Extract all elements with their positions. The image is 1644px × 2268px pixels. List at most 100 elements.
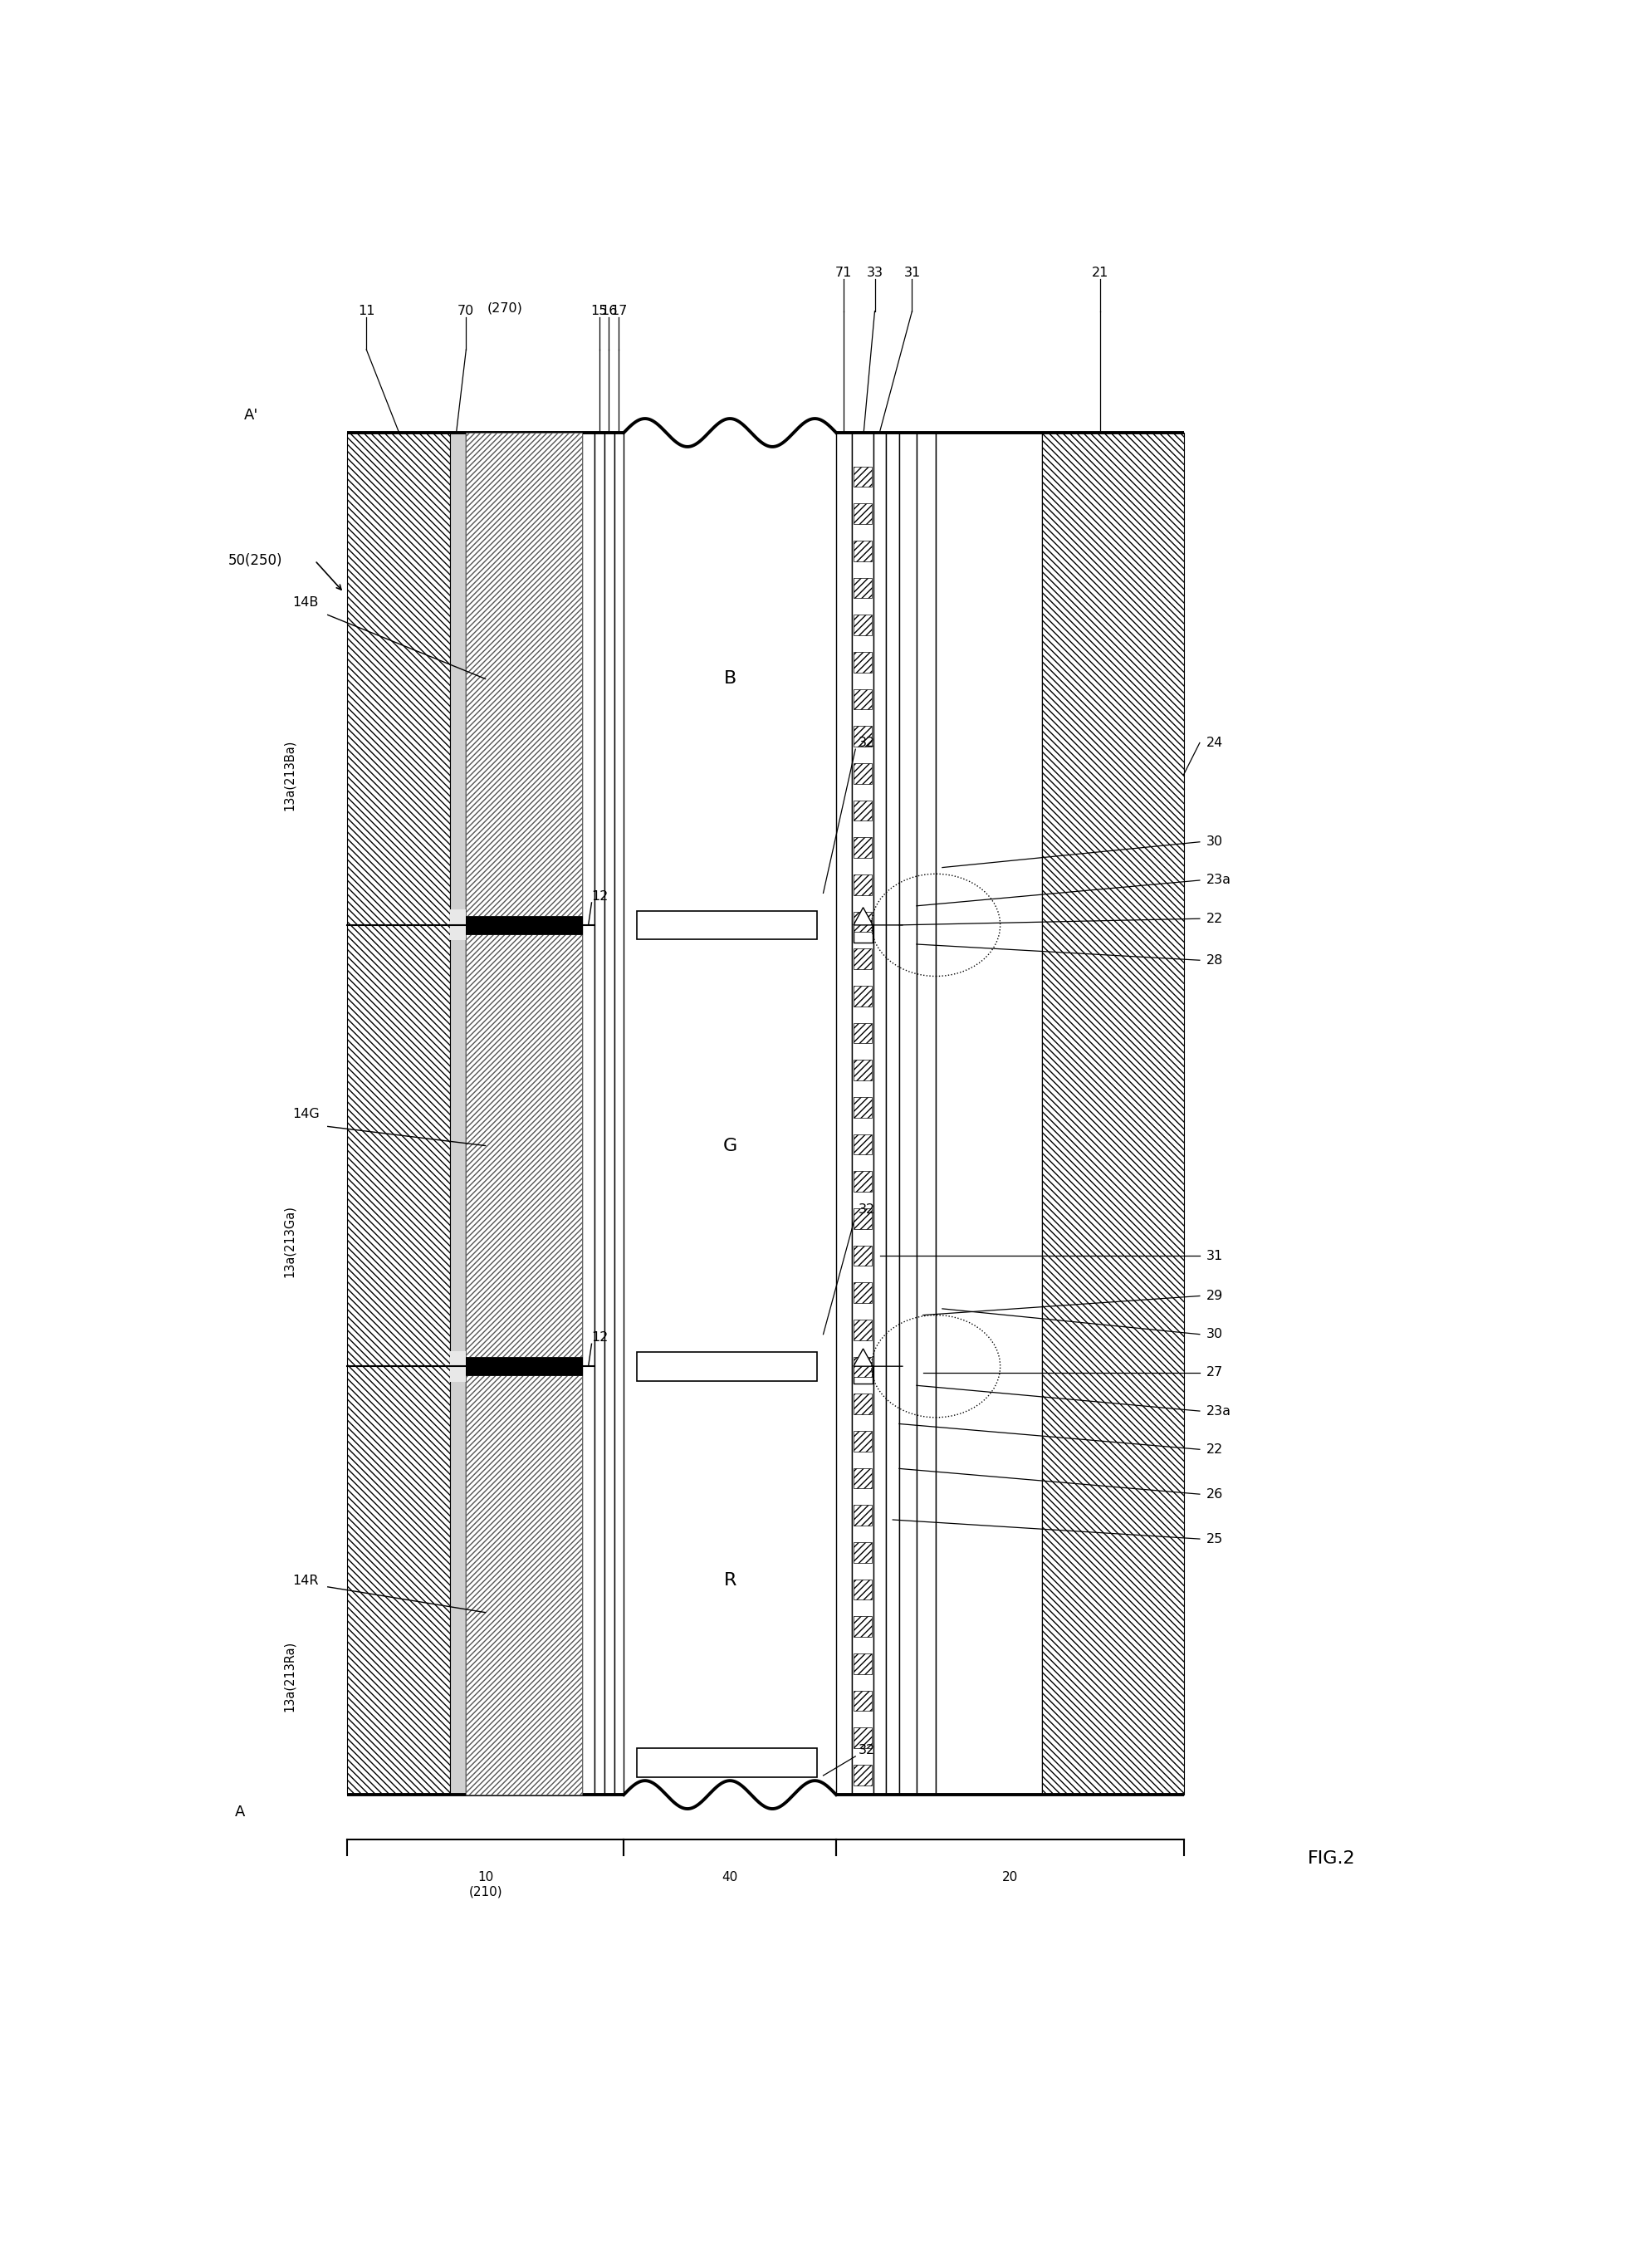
Text: 11: 11 — [358, 306, 375, 318]
Text: B: B — [723, 671, 737, 687]
Polygon shape — [853, 907, 873, 925]
Bar — [467, 916, 582, 934]
Text: 23a: 23a — [1207, 873, 1231, 887]
Text: 33: 33 — [866, 268, 883, 279]
Bar — [853, 1690, 873, 1710]
Bar — [605, 433, 615, 1794]
Text: 13a(213Ra): 13a(213Ra) — [283, 1642, 296, 1712]
Bar — [1042, 433, 1184, 1794]
Text: 31: 31 — [1207, 1250, 1223, 1263]
Bar — [636, 912, 817, 939]
Text: 17: 17 — [610, 306, 626, 318]
Bar — [899, 433, 917, 1794]
Bar — [853, 837, 873, 857]
Bar — [853, 540, 873, 560]
Bar — [853, 503, 873, 524]
Bar — [853, 925, 873, 943]
Text: 13a(213Ga): 13a(213Ga) — [283, 1207, 296, 1277]
Bar — [853, 726, 873, 746]
Bar — [853, 615, 873, 635]
Bar — [886, 433, 899, 1794]
Text: G: G — [723, 1136, 737, 1154]
Bar — [837, 433, 852, 1794]
Text: 27: 27 — [1207, 1365, 1223, 1379]
Bar — [917, 433, 935, 1794]
Bar — [853, 1023, 873, 1043]
Text: 13a(213Ba): 13a(213Ba) — [283, 739, 296, 810]
Bar — [467, 433, 582, 1794]
Text: 12: 12 — [592, 1331, 608, 1343]
Text: FIG.2: FIG.2 — [1307, 1851, 1356, 1867]
Bar — [582, 433, 595, 1794]
Bar — [853, 1356, 873, 1377]
Text: 30: 30 — [1207, 1329, 1223, 1340]
Bar — [853, 987, 873, 1007]
Bar — [467, 1374, 582, 1794]
Bar — [853, 1467, 873, 1488]
Text: 15: 15 — [590, 306, 608, 318]
Text: 20: 20 — [1001, 1871, 1018, 1885]
Bar — [853, 801, 873, 821]
Text: 25: 25 — [1207, 1533, 1223, 1545]
Text: 16: 16 — [600, 306, 618, 318]
Bar — [935, 433, 1042, 1794]
Text: 32: 32 — [858, 737, 875, 748]
Bar — [450, 1352, 467, 1381]
Bar — [450, 909, 467, 941]
Bar — [873, 433, 886, 1794]
Bar — [615, 433, 623, 1794]
Text: R: R — [723, 1572, 737, 1590]
Text: 14G: 14G — [293, 1107, 319, 1120]
Bar — [853, 578, 873, 599]
Bar — [853, 1320, 873, 1340]
Text: 71: 71 — [835, 268, 852, 279]
Text: 26: 26 — [1207, 1488, 1223, 1501]
Bar — [853, 1365, 873, 1383]
Bar — [852, 433, 873, 1794]
Text: 40: 40 — [722, 1871, 738, 1885]
Bar — [853, 1134, 873, 1154]
Text: 22: 22 — [1207, 912, 1223, 925]
Bar — [853, 1209, 873, 1229]
Bar — [595, 433, 605, 1794]
Bar — [853, 1059, 873, 1080]
Bar — [853, 1245, 873, 1266]
Bar — [853, 1728, 873, 1749]
Bar — [467, 934, 582, 1356]
Bar — [636, 1352, 817, 1381]
Bar — [853, 912, 873, 932]
Text: 30: 30 — [1207, 835, 1223, 848]
Text: (270): (270) — [487, 302, 523, 315]
Bar — [853, 1098, 873, 1118]
Bar — [853, 1653, 873, 1674]
Polygon shape — [853, 1349, 873, 1365]
Bar — [347, 433, 450, 1794]
Text: 12: 12 — [592, 889, 608, 903]
Text: 22: 22 — [1207, 1442, 1223, 1456]
Bar — [853, 1542, 873, 1563]
Text: 28: 28 — [1207, 955, 1223, 966]
Bar — [853, 1765, 873, 1785]
Text: 32: 32 — [858, 1744, 875, 1755]
Bar — [853, 764, 873, 785]
Text: 14R: 14R — [293, 1574, 319, 1588]
Bar — [853, 651, 873, 671]
Bar — [853, 1579, 873, 1599]
Bar — [853, 1170, 873, 1191]
Text: 32: 32 — [858, 1204, 875, 1216]
Bar — [853, 948, 873, 968]
Text: A: A — [235, 1805, 245, 1819]
Bar — [853, 875, 873, 896]
Text: 24: 24 — [1207, 737, 1223, 748]
Bar — [450, 433, 467, 1794]
Text: 14B: 14B — [293, 596, 319, 608]
Bar — [467, 1356, 582, 1374]
Bar — [853, 1395, 873, 1415]
Bar — [853, 689, 873, 710]
Bar — [853, 1431, 873, 1452]
Bar — [853, 467, 873, 488]
Text: 31: 31 — [904, 268, 921, 279]
Text: 23a: 23a — [1207, 1404, 1231, 1418]
Text: 70: 70 — [457, 306, 475, 318]
Text: A': A' — [243, 408, 258, 424]
